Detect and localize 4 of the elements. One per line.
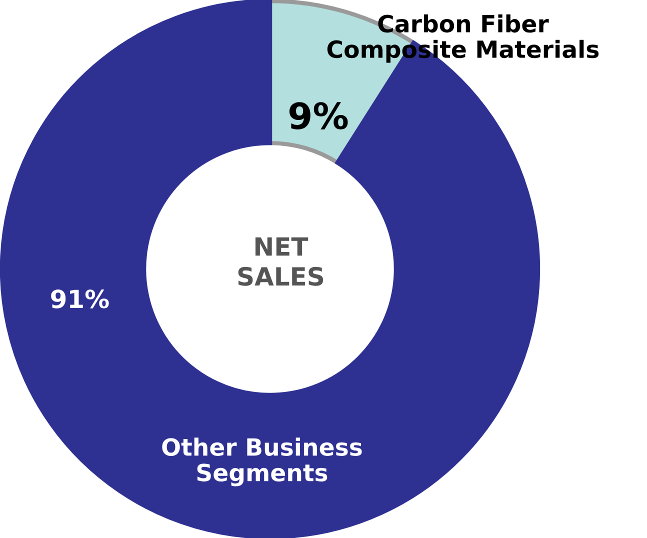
data-label: 9% xyxy=(289,102,348,130)
text: NET SALES xyxy=(238,237,324,286)
data-label: 91% xyxy=(51,290,109,308)
slice-label: Other Business Segments xyxy=(162,438,362,486)
